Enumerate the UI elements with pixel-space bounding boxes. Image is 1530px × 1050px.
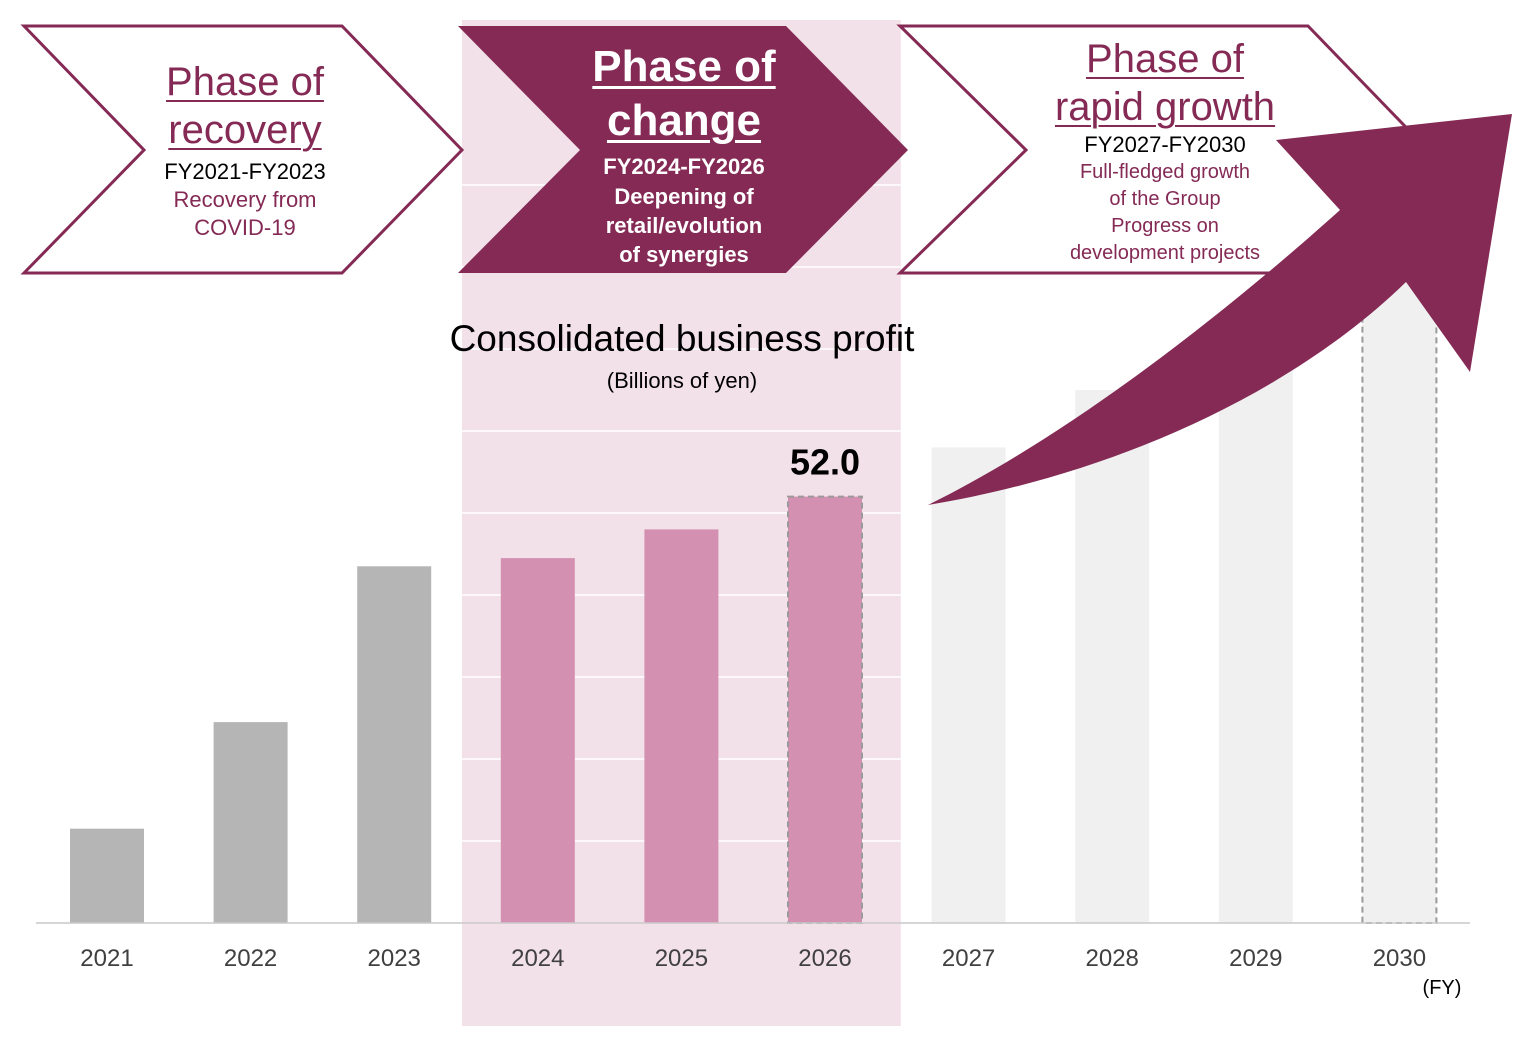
phase-growth-desc-line: Progress on [1111,215,1219,237]
phase-recovery-period: FY2021-FY2023 [164,159,326,184]
phase-change-chevron [458,26,908,273]
x-tick-label: 2028 [1086,945,1139,972]
x-tick-label: 2023 [368,945,421,972]
growth-arrow [928,114,1512,505]
bar-fy2029 [1218,332,1293,924]
phase-growth-description: Full-fledged growth of the Group Progres… [1030,159,1300,267]
phase-change-title-line2: change [606,96,762,145]
x-tick-label: 2029 [1229,945,1282,972]
chart-title: Consolidated business profit [449,318,915,359]
phase-change-description: Deepening of retail/evolution of synergi… [548,182,820,269]
phase-growth-period: FY2027-FY2030 [1084,132,1246,157]
phase-recovery-chevron [20,24,465,275]
phase-recovery-desc-line: Recovery from [173,187,317,212]
x-tick-label: 2022 [224,945,277,972]
bar-fy2026 [787,495,863,924]
phase-change-desc-line: of synergies [619,242,749,267]
phase-rapid-growth: Phase of rapid growth FY2027-FY2030 Full… [1030,35,1300,267]
phase-growth-title-line2: rapid growth [1054,85,1276,129]
bar-fy2028 [1075,390,1150,923]
x-tick-label: 2026 [798,945,851,972]
x-tick-label: 2024 [511,945,564,972]
phase-recovery-description: Recovery from COVID-19 [120,186,370,242]
phase-growth-title-line1: Phase of [1086,37,1244,81]
bar-fy2027 [931,447,1006,923]
phase-recovery-title-line2: recovery [168,108,322,152]
bar-fy2030 [1361,200,1438,924]
phase-growth-desc-line: development projects [1069,242,1261,264]
chart-unit-label: (Billions of yen) [606,368,758,393]
phase-recovery: Phase of recovery FY2021-FY2023 Recovery… [120,58,370,242]
x-axis-unit-label: (FY) [1422,977,1462,999]
phase-growth-desc-line: of the Group [1109,188,1221,210]
x-tick-label: 2021 [80,945,133,972]
phase-change: Phase of change FY2024-FY2026 Deepening … [548,40,820,269]
phase-recovery-desc-line: COVID-19 [194,215,296,240]
phase-change-title-line1: Phase of [592,42,776,91]
phase-change-desc-line: retail/evolution [605,213,763,238]
phase-growth-desc-line: Full-fledged growth [1079,161,1251,183]
phase-recovery-title-line1: Phase of [166,60,324,104]
bar-fy2024 [500,558,575,923]
data-label: 52.0 [790,442,860,483]
bar-fy2022 [213,722,288,923]
bar-fy2023 [357,566,432,923]
x-tick-label: 2030 [1373,945,1426,972]
phase-change-period: FY2024-FY2026 [603,154,765,179]
bar-fy2025 [644,529,719,923]
phase-change-desc-line: Deepening of [614,184,754,209]
x-tick-label: 2027 [942,945,995,972]
x-tick-label: 2025 [655,945,708,972]
bar-fy2021 [70,828,144,923]
